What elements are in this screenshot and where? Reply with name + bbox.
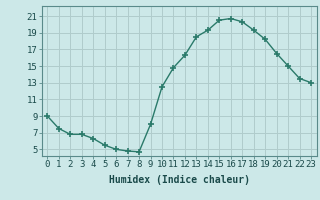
X-axis label: Humidex (Indice chaleur): Humidex (Indice chaleur) (109, 175, 250, 185)
